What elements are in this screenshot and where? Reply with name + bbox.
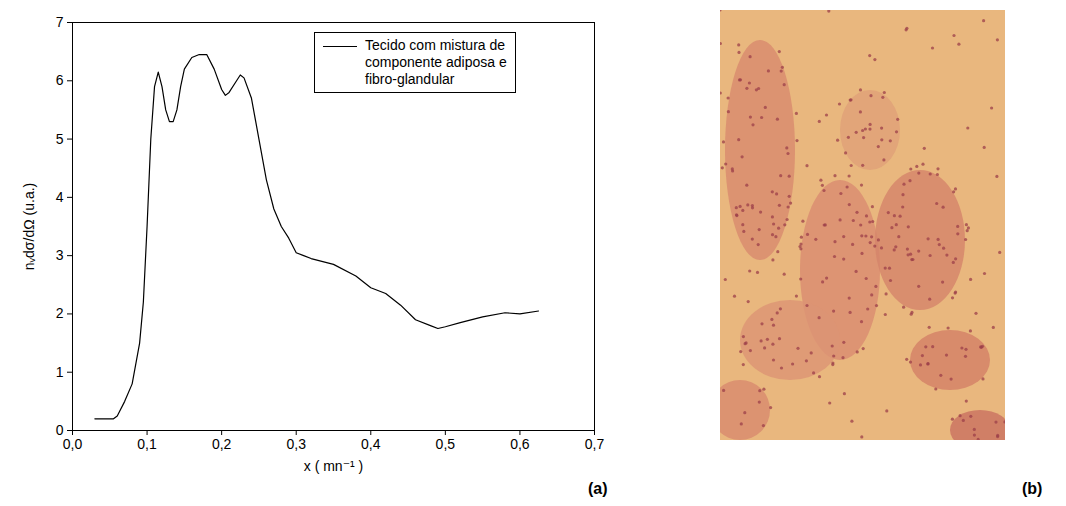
svg-text:x ( mn⁻¹ ): x ( mn⁻¹ ) <box>304 458 364 474</box>
svg-text:4: 4 <box>56 189 64 205</box>
html-text:(a): (a) <box>588 480 608 497</box>
svg-text:0,3: 0,3 <box>286 436 306 452</box>
html-text:fibro-glandular: fibro-glandular <box>365 71 455 87</box>
html-text:(b): (b) <box>1022 480 1043 497</box>
svg-text:0,2: 0,2 <box>212 436 232 452</box>
svg-text:7: 7 <box>56 14 64 30</box>
html-text:componente adiposa e: componente adiposa e <box>365 54 507 70</box>
svg-text:6: 6 <box>56 72 64 88</box>
svg-text:0,7: 0,7 <box>585 436 605 452</box>
svg-text:0,6: 0,6 <box>510 436 530 452</box>
svg-text:0,4: 0,4 <box>361 436 381 452</box>
svg-text:0,1: 0,1 <box>137 436 157 452</box>
svg-text:5: 5 <box>56 131 64 147</box>
svg-text:0,0: 0,0 <box>63 436 83 452</box>
svg-text:0: 0 <box>55 422 64 438</box>
svg-text:2: 2 <box>56 305 64 321</box>
svg-text:3: 3 <box>56 247 64 263</box>
svg-text:nᵥdσ/dΩ (u.a.): nᵥdσ/dΩ (u.a.) <box>21 183 37 270</box>
html-text:Tecido com mistura de: Tecido com mistura de <box>365 37 506 53</box>
svg-text:1: 1 <box>56 364 64 380</box>
svg-text:0,5: 0,5 <box>436 436 456 452</box>
